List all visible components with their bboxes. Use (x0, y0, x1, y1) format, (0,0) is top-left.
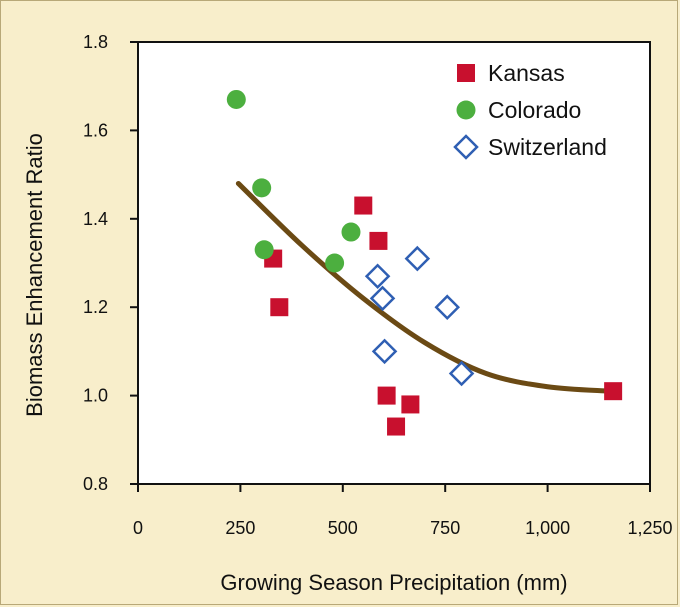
y-tick-label: 1.0 (83, 386, 108, 406)
legend-kansas-marker (457, 64, 475, 82)
legend: Kansas Colorado Switzerland (453, 60, 607, 160)
colorado-point (226, 89, 246, 109)
kansas-point (354, 196, 373, 215)
trendline-group (235, 180, 612, 394)
kansas-point (604, 382, 623, 401)
legend-colorado-label: Colorado (488, 97, 581, 123)
x-tick-label: 500 (328, 518, 358, 538)
switzerland-point (434, 294, 461, 320)
x-tick-label: 1,000 (525, 518, 570, 538)
axis-ticks: 0 250 500 750 1,000 1,250 0.8 1.0 1.2 1.4 1.6 1.8 (83, 32, 673, 538)
kansas-point (377, 386, 396, 405)
colorado-point (341, 222, 361, 242)
legend-switzerland-label: Switzerland (488, 134, 607, 160)
kansas-point (387, 417, 406, 436)
trendline (235, 180, 612, 394)
x-tick-label: 0 (133, 518, 143, 538)
legend-colorado-marker (456, 100, 476, 120)
switzerland-point (364, 263, 391, 290)
data-points (226, 89, 623, 436)
y-tick-label: 1.2 (83, 297, 108, 317)
legend-switzerland-marker (453, 134, 479, 160)
x-axis-title: Growing Season Precipitation (mm) (220, 570, 567, 595)
y-tick-label: 0.8 (83, 474, 108, 494)
switzerland-point (404, 245, 431, 272)
x-tick-label: 250 (225, 518, 255, 538)
y-tick-label: 1.8 (83, 32, 108, 52)
y-tick-label: 1.4 (83, 209, 108, 229)
x-tick-label: 750 (430, 518, 460, 538)
kansas-point (401, 395, 420, 414)
switzerland-point (371, 338, 398, 365)
colorado-point (254, 240, 274, 260)
colorado-point (325, 253, 345, 273)
kansas-point (369, 231, 388, 250)
x-tick-label: 1,250 (627, 518, 672, 538)
legend-kansas-label: Kansas (488, 60, 565, 86)
kansas-point (270, 298, 289, 317)
plot-area (137, 41, 651, 485)
y-tick-label: 1.6 (83, 120, 108, 140)
switzerland-point (448, 360, 475, 387)
y-axis-title: Biomass Enhancement Ratio (22, 133, 47, 417)
colorado-point (252, 178, 272, 198)
switzerland-point (369, 285, 396, 312)
